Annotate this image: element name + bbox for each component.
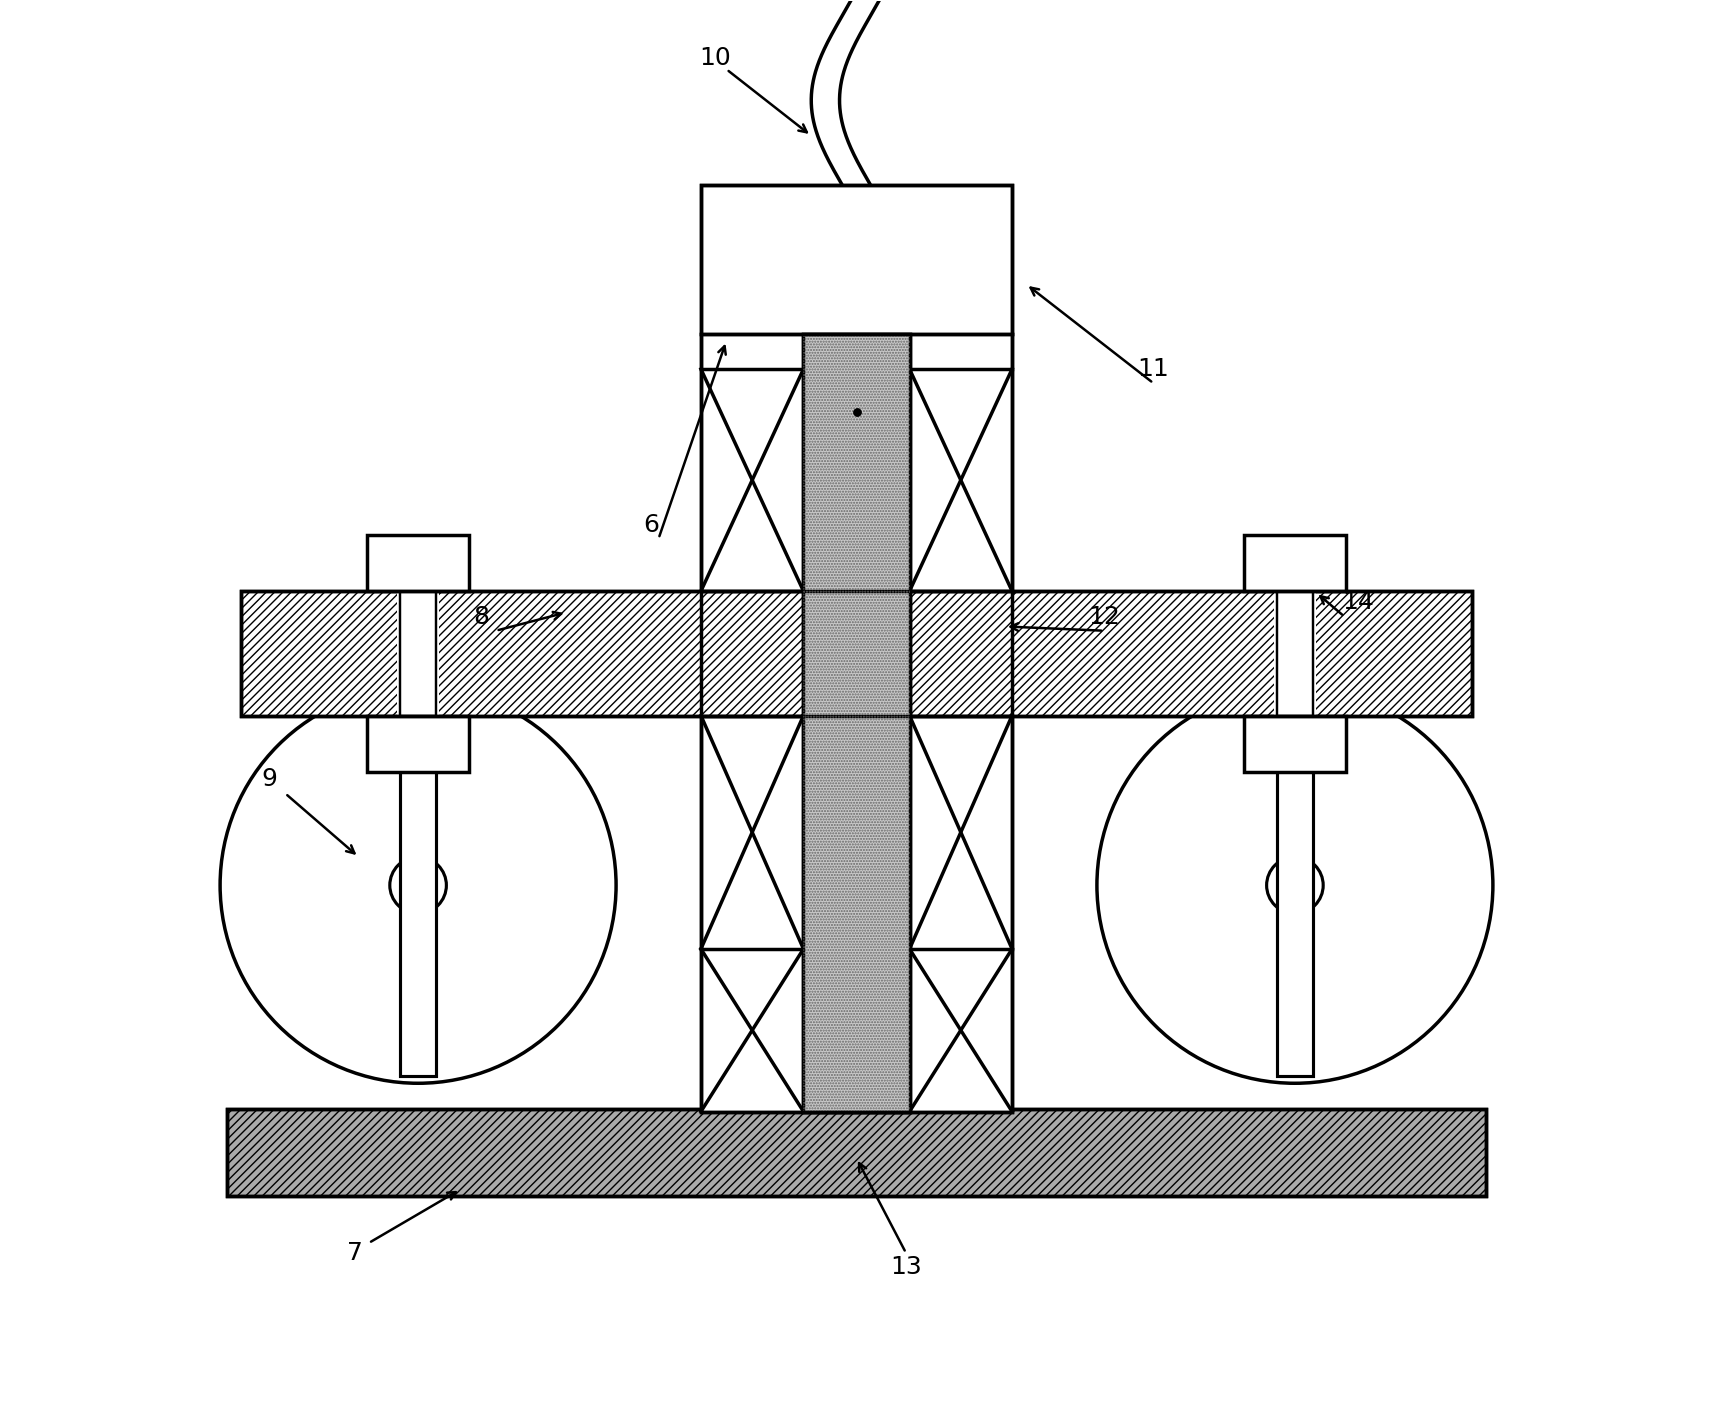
Text: 11: 11	[1137, 357, 1170, 381]
Bar	[803, 334, 910, 1111]
Bar	[1274, 588, 1316, 718]
Bar	[803, 334, 910, 1111]
Circle shape	[1266, 857, 1322, 914]
Text: 8: 8	[475, 605, 490, 629]
Bar	[242, 591, 1471, 716]
Bar	[399, 591, 437, 716]
Text: 12: 12	[1088, 605, 1120, 629]
Bar	[803, 334, 910, 1111]
Bar	[1276, 591, 1314, 716]
Bar	[397, 588, 439, 718]
Circle shape	[1096, 687, 1494, 1083]
Bar	[228, 1108, 1485, 1196]
Bar	[367, 534, 469, 591]
Bar	[803, 334, 910, 1111]
Bar	[242, 591, 1471, 716]
Bar	[228, 1108, 1485, 1196]
Bar	[1244, 716, 1346, 772]
Text: 7: 7	[346, 1241, 363, 1265]
Text: 6: 6	[644, 513, 660, 537]
Circle shape	[391, 857, 447, 914]
Bar	[701, 186, 1012, 1111]
Bar	[1276, 567, 1314, 1076]
Circle shape	[219, 687, 617, 1083]
Text: 14: 14	[1343, 591, 1374, 615]
Bar	[399, 567, 437, 1076]
Text: 10: 10	[699, 45, 731, 69]
Text: 13: 13	[891, 1255, 922, 1280]
Bar	[701, 186, 1012, 1111]
Text: 9: 9	[262, 767, 278, 791]
Bar	[367, 716, 469, 772]
Bar	[1244, 534, 1346, 591]
